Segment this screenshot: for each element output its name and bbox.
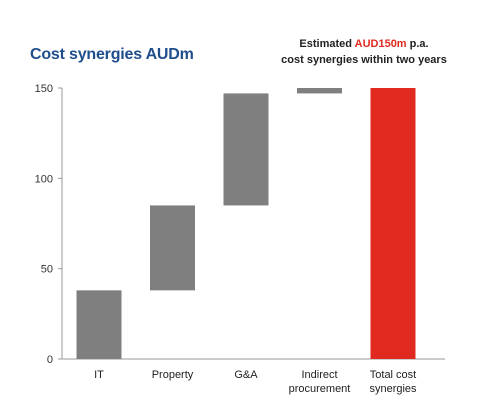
waterfall-bar (76, 290, 122, 359)
waterfall-bar (150, 205, 195, 291)
synergy-note: Estimated AUD150m p.a. cost synergies wi… (254, 36, 474, 68)
y-tick-label: 50 (41, 264, 53, 276)
waterfall-bar (223, 93, 269, 206)
x-category-label: Property (152, 369, 194, 381)
chart-title: Cost synergies AUDm (30, 46, 194, 63)
x-category-label: procurement (289, 383, 351, 395)
x-category-label: synergies (369, 383, 417, 395)
x-category-label: G&A (234, 369, 258, 381)
total-bar (370, 88, 416, 359)
x-category-label: IT (94, 369, 104, 381)
note-line2: cost synergies within two years (281, 54, 447, 66)
note-highlight: AUD150m (354, 38, 407, 50)
y-tick-label: 0 (47, 354, 53, 366)
note-prefix: Estimated (299, 38, 355, 50)
waterfall-bar (297, 88, 342, 94)
x-category-label: Indirect (301, 369, 337, 381)
x-category-label: Total cost (370, 369, 416, 381)
y-tick-label: 100 (35, 173, 53, 185)
note-suffix: p.a. (406, 38, 429, 50)
y-tick-label: 150 (35, 83, 53, 95)
